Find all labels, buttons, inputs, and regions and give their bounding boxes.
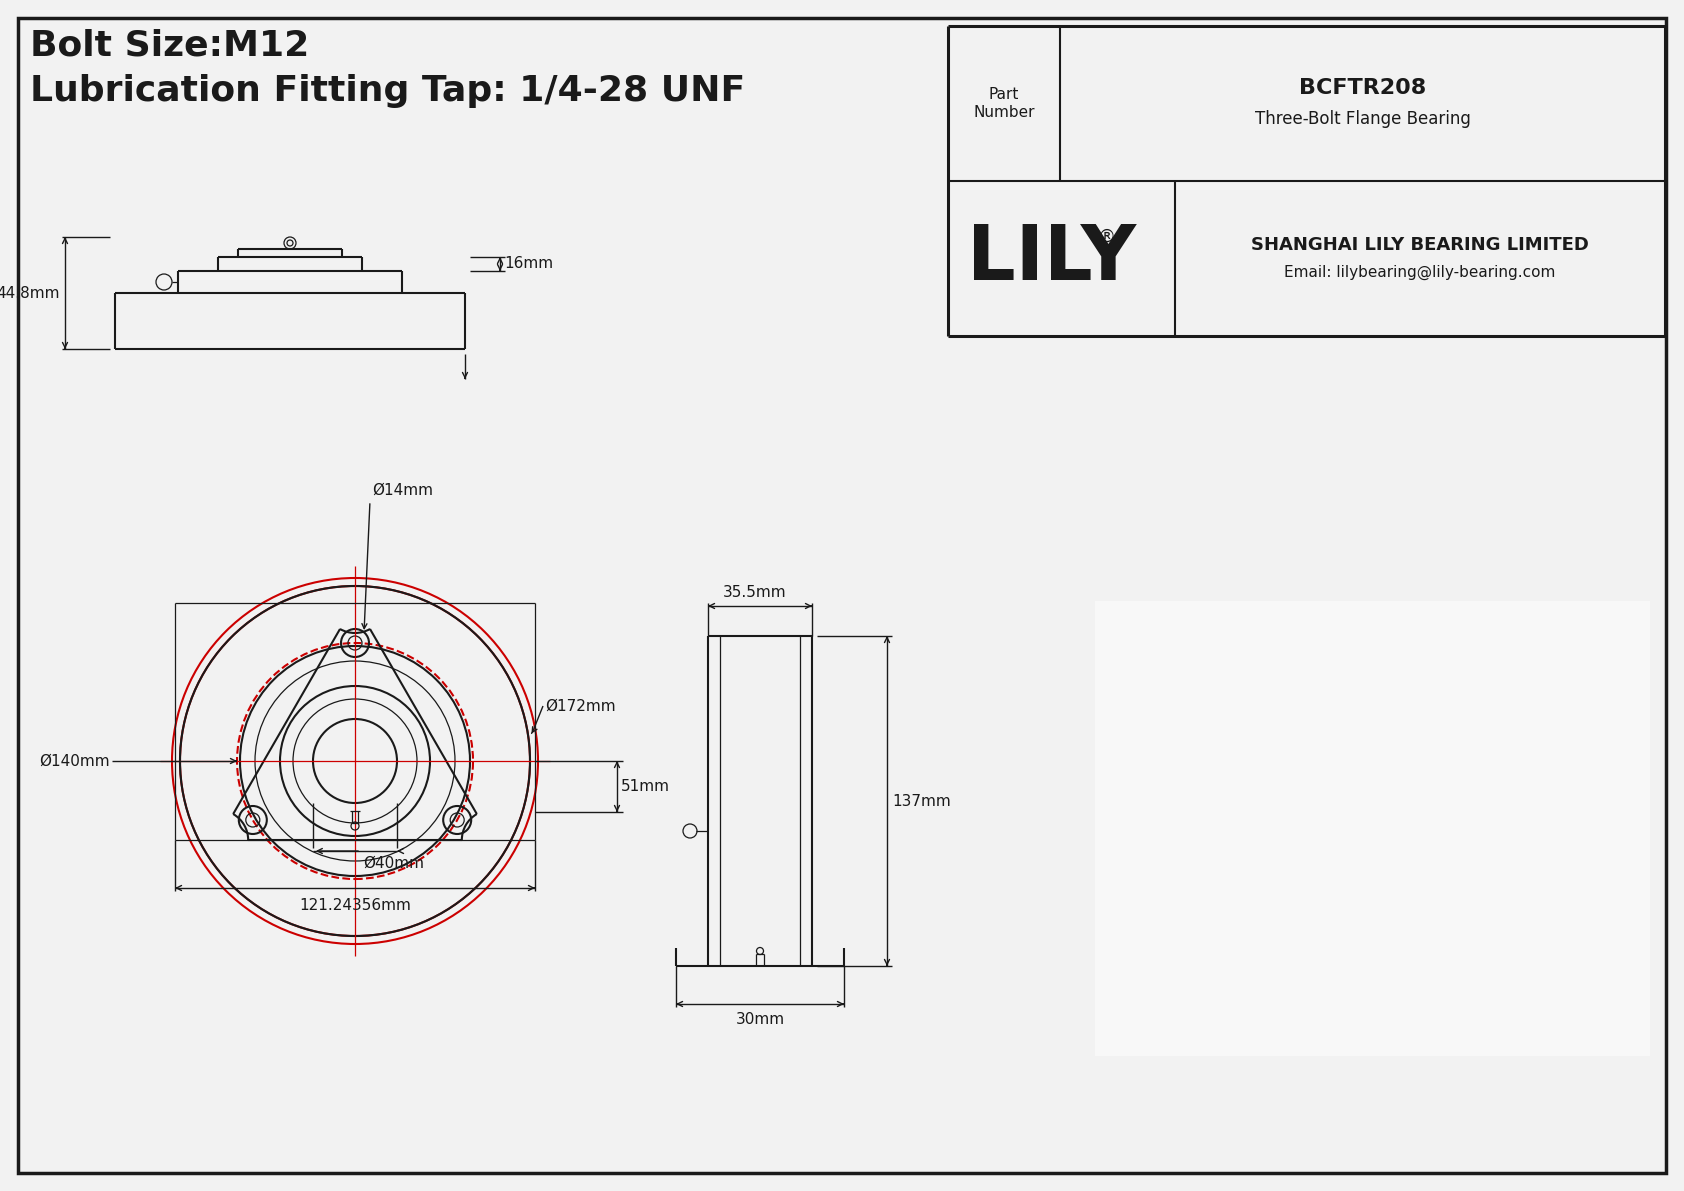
Text: Ø14mm: Ø14mm bbox=[372, 484, 433, 498]
Polygon shape bbox=[1095, 601, 1650, 1056]
Text: Ø172mm: Ø172mm bbox=[546, 698, 616, 713]
Text: 51mm: 51mm bbox=[621, 779, 670, 794]
Text: 121.24356mm: 121.24356mm bbox=[300, 898, 411, 913]
Text: 16mm: 16mm bbox=[504, 256, 552, 272]
Text: 137mm: 137mm bbox=[893, 793, 951, 809]
Text: SHANGHAI LILY BEARING LIMITED: SHANGHAI LILY BEARING LIMITED bbox=[1251, 236, 1590, 254]
Text: Lubrication Fitting Tap: 1/4-28 UNF: Lubrication Fitting Tap: 1/4-28 UNF bbox=[30, 74, 746, 108]
Text: Email: lilybearing@lily-bearing.com: Email: lilybearing@lily-bearing.com bbox=[1285, 264, 1556, 280]
Text: 44.8mm: 44.8mm bbox=[0, 286, 61, 300]
Text: BCFTR208: BCFTR208 bbox=[1298, 79, 1426, 99]
Text: 35.5mm: 35.5mm bbox=[722, 585, 786, 600]
Text: 30mm: 30mm bbox=[736, 1012, 785, 1027]
Text: LILY: LILY bbox=[967, 222, 1137, 295]
Text: Three-Bolt Flange Bearing: Three-Bolt Flange Bearing bbox=[1255, 110, 1470, 127]
Text: Bolt Size:M12: Bolt Size:M12 bbox=[30, 29, 310, 63]
Text: ®: ® bbox=[1098, 227, 1115, 245]
Text: Ø140mm: Ø140mm bbox=[39, 754, 109, 768]
Text: Part
Number: Part Number bbox=[973, 87, 1034, 120]
Text: Ø40mm: Ø40mm bbox=[364, 856, 424, 871]
